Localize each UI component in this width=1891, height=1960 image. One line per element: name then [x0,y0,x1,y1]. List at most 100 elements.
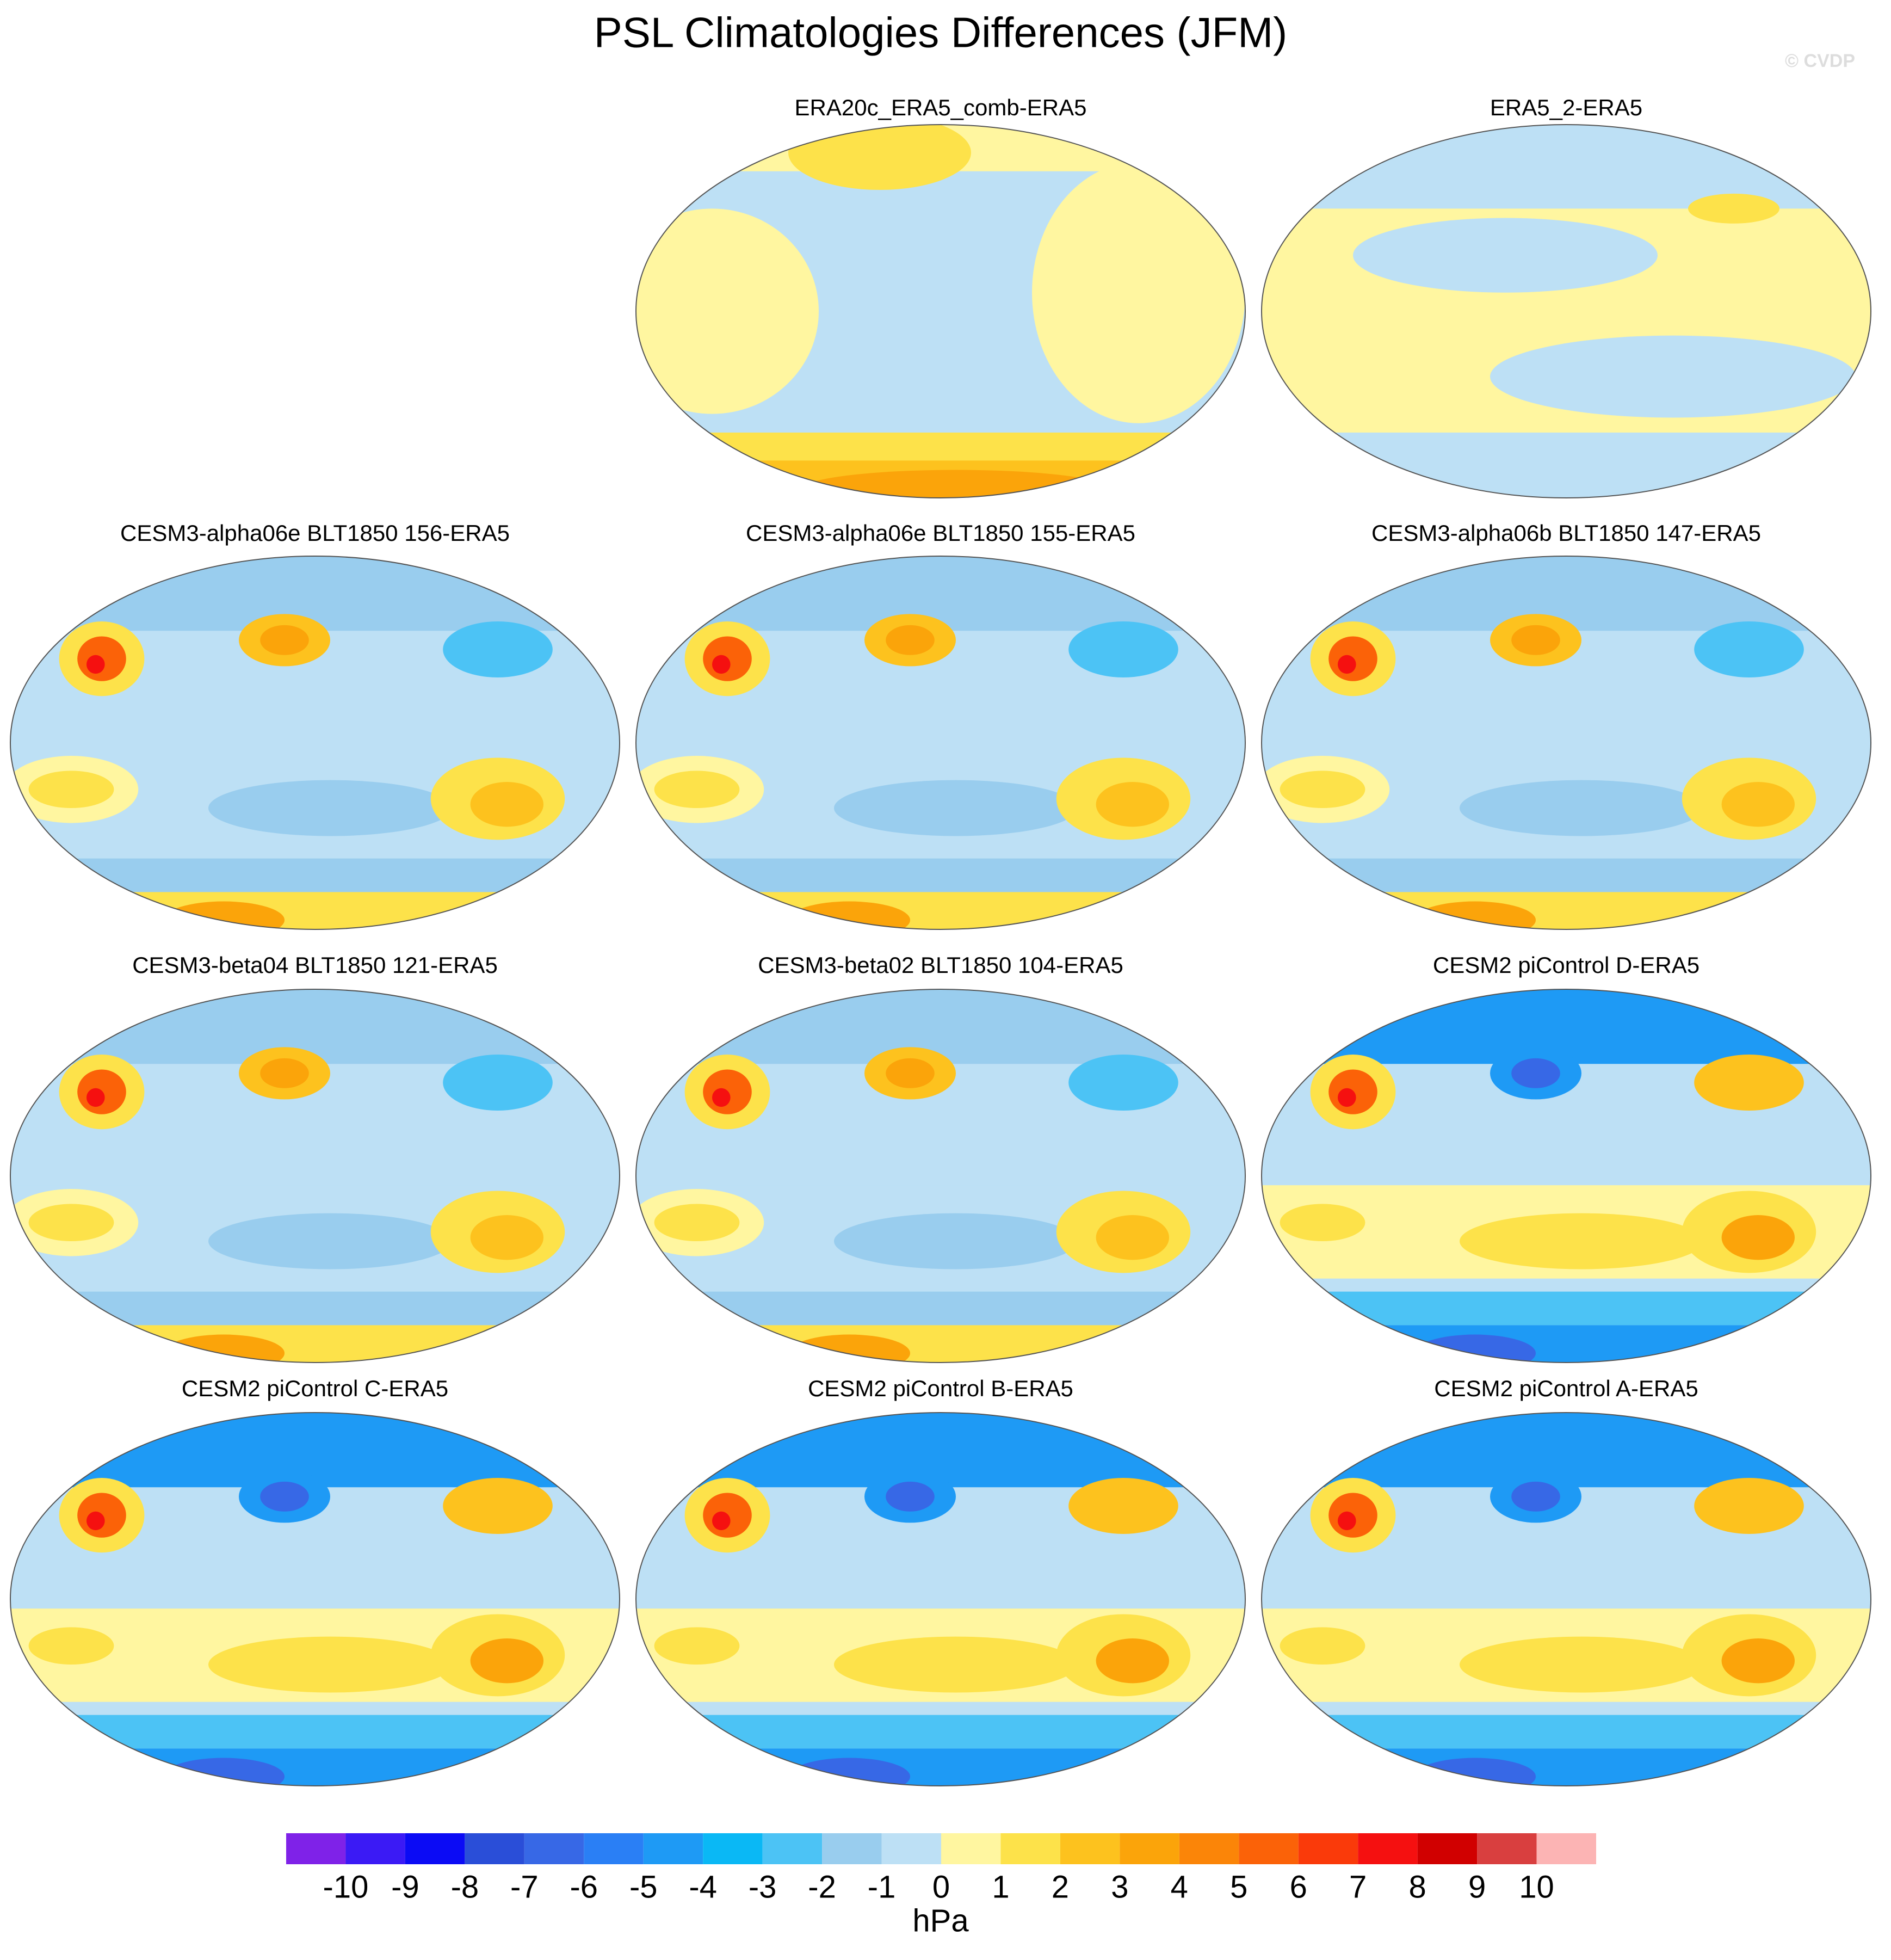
map-region [712,655,731,674]
colorbar-box [1120,1833,1179,1864]
map-band [10,892,620,929]
map-region [470,1215,543,1260]
map-region [1490,335,1856,418]
map [1262,556,1871,929]
map-region [1338,1511,1356,1531]
map-region [1694,1055,1804,1111]
map-band [1262,432,1871,498]
map-region [470,1638,543,1684]
colorbar-label: 10 [1519,1869,1554,1904]
map-outline [635,124,1246,498]
panel-title: CESM3-alpha06e BLT1850 155-ERA5 [746,520,1135,546]
map-region [886,625,935,655]
colorbar-label: -5 [629,1869,658,1904]
map-region [86,655,105,674]
map-region [1414,901,1536,929]
map-region [260,1481,309,1512]
map-outline [10,1412,620,1786]
map-region [443,1478,553,1534]
map [10,989,620,1363]
map [636,1413,1245,1786]
map-region [28,1627,114,1665]
map-outline [635,556,1246,930]
map-region [886,1481,935,1512]
map-region [28,1204,114,1242]
map-region [1460,1213,1703,1269]
map [10,556,620,929]
map-region [1688,193,1779,224]
map-region [834,780,1078,836]
colorbar-box [1298,1833,1358,1864]
colorbar-label: 0 [932,1869,950,1904]
panel-title: ERA20c_ERA5_comb-ERA5 [795,95,1087,120]
colorbar-label: -1 [868,1869,896,1904]
map-band [10,556,620,631]
map-region [1096,1215,1169,1260]
colorbar-label: -2 [808,1869,836,1904]
map-outline [1261,989,1871,1363]
map-region [1068,1055,1178,1111]
map [10,1413,620,1786]
map-region [208,1636,452,1693]
map-band [636,892,1245,929]
colorbar-label: -7 [510,1869,539,1904]
map-region [1460,1636,1703,1693]
map-band [1262,125,1871,209]
map-region [1338,1088,1356,1107]
map-region [1032,162,1245,423]
colorbar-label: 1 [992,1869,1009,1904]
colorbar-box [286,1833,346,1864]
map-band [1262,1748,1871,1786]
colorbar-box [822,1833,882,1864]
map-region [163,1334,285,1363]
colorbar-label: -8 [451,1869,479,1904]
figure-title: PSL Climatologies Differences (JFM) [594,9,1287,57]
map-band [636,989,1245,1064]
panel-title: CESM3-alpha06b BLT1850 147-ERA5 [1371,520,1761,546]
map-region [1511,1481,1560,1512]
map-band [10,1325,620,1363]
colorbar-box [584,1833,644,1864]
map-band [1262,1325,1871,1363]
map-region [1353,218,1658,293]
map-band [1262,858,1871,892]
map-region [1414,1758,1536,1786]
map-region [804,470,1108,498]
map-region [260,625,309,655]
colorbar-box [941,1833,1001,1864]
colorbar-box [703,1833,763,1864]
map-outline [10,556,620,930]
map-region [28,771,114,809]
map [1262,125,1871,498]
map-band [1262,1715,1871,1749]
panel-title: CESM3-beta02 BLT1850 104-ERA5 [758,952,1123,978]
colorbar-box [1477,1833,1537,1864]
map-region [260,1058,309,1088]
map-band [10,1413,620,1488]
colorbar-box [1536,1833,1596,1864]
map [1262,989,1871,1363]
colorbar-box [1239,1833,1299,1864]
map-region [208,780,452,836]
map-region [1511,625,1560,655]
map-region [470,782,543,827]
panel-title: CESM3-alpha06e BLT1850 156-ERA5 [120,520,510,546]
map-region [1096,782,1169,827]
map-region [443,621,553,677]
map-region [1460,780,1703,836]
colorbar-box [881,1833,941,1864]
map-region [788,1334,910,1363]
watermark: © CVDP [1785,51,1855,71]
map-band [10,1748,620,1786]
map-band [636,1291,1245,1326]
map-band [10,1715,620,1749]
colorbar-box [1060,1833,1120,1864]
map-region [886,1058,935,1088]
map-outline [10,989,620,1363]
map-region [163,901,285,929]
map-band [1262,989,1871,1064]
colorbar-unit: hPa [912,1903,969,1938]
colorbar-box [524,1833,584,1864]
map-region [208,1213,452,1269]
map-band [10,858,620,892]
